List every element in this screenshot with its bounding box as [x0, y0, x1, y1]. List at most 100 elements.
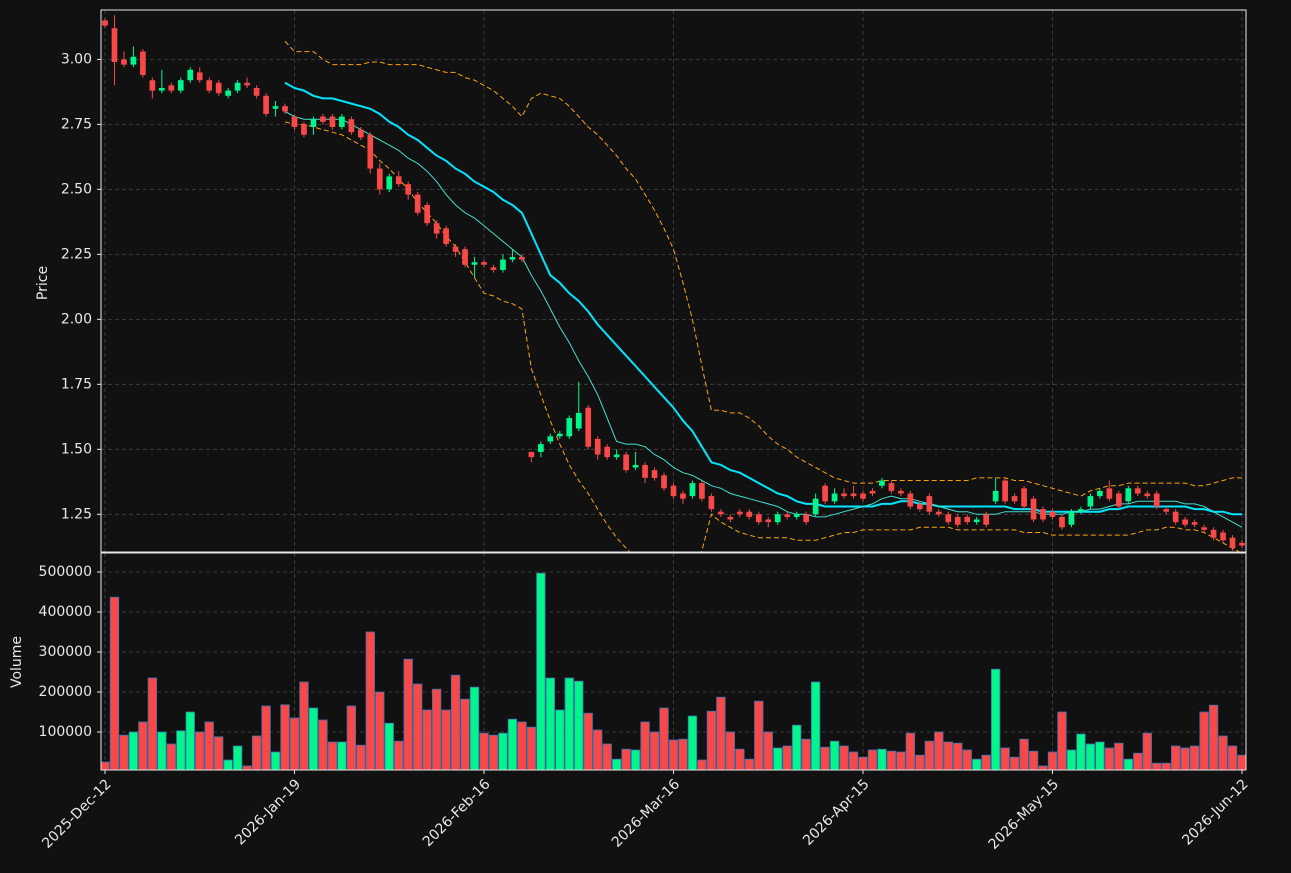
volume-bar: [754, 700, 764, 770]
volume-bar: [810, 681, 821, 770]
candle-body: [898, 490, 904, 494]
candle-body: [926, 496, 933, 512]
candle-body: [708, 496, 715, 510]
candle-body: [784, 514, 791, 517]
candle-body: [604, 446, 611, 458]
candle-body: [111, 28, 118, 62]
candle-body: [301, 124, 307, 135]
volume-bar: [422, 709, 432, 770]
candle-body: [1239, 542, 1245, 546]
candle-body: [509, 256, 516, 260]
volume-bar: [1227, 745, 1238, 770]
y-tick-label: 1.75: [61, 376, 92, 392]
volume-bar: [1218, 735, 1228, 770]
panel-frame: [100, 9, 1247, 553]
volume-bar: [1066, 749, 1077, 770]
volume-bar: [1142, 732, 1152, 770]
candle-body: [566, 418, 573, 437]
candle-body: [149, 80, 156, 91]
candle-body: [1002, 480, 1008, 502]
y-tick-label: 1.50: [61, 441, 92, 457]
volume-bar: [204, 721, 214, 770]
volume-bar: [640, 721, 650, 770]
y-tick-label: 200000: [39, 684, 92, 700]
volume-bar: [1057, 711, 1067, 770]
volume-bar: [602, 743, 612, 770]
volume-bar: [915, 754, 925, 770]
volume-bar: [261, 705, 271, 770]
candle-body: [452, 246, 459, 252]
candle-body: [699, 483, 705, 499]
volume-bar: [308, 707, 319, 770]
candle-body: [1182, 519, 1188, 525]
volume-bar: [593, 729, 603, 770]
volume-bar: [1123, 758, 1133, 770]
volume-bar: [630, 749, 641, 770]
volume-bar: [441, 709, 451, 770]
volume-bar: [138, 721, 148, 770]
y-tick-label: 2.25: [61, 246, 92, 262]
volume-bar: [990, 668, 1001, 770]
volume-bar: [147, 677, 158, 770]
candle-body: [632, 464, 639, 468]
volume-bar: [621, 748, 631, 770]
candle-body: [917, 503, 923, 510]
volume-bar: [185, 711, 195, 770]
candle-body: [869, 490, 876, 494]
candle-body: [689, 483, 696, 497]
candle-body: [983, 514, 990, 525]
volume-bar: [905, 732, 916, 770]
candle-body: [414, 194, 421, 213]
volume-bar: [450, 674, 461, 770]
candle-body: [443, 228, 449, 244]
candle-body: [1115, 493, 1122, 507]
candle-body: [556, 433, 563, 437]
volume-bar: [498, 732, 508, 770]
volume-bar: [1095, 741, 1105, 770]
candle-body: [140, 51, 146, 75]
candle-body: [1021, 488, 1027, 507]
candle-body: [168, 85, 175, 91]
candle-body: [1229, 537, 1236, 549]
candle-body: [765, 519, 772, 523]
volume-bar: [801, 738, 811, 770]
volume-bar: [1199, 711, 1209, 770]
volume-bar: [176, 730, 186, 770]
volume-bar: [394, 740, 404, 770]
volume-bar: [431, 688, 442, 770]
volume-bar: [649, 731, 660, 770]
volume-bar: [725, 731, 736, 770]
candle-body: [879, 480, 885, 486]
candle-body: [225, 90, 232, 96]
candle-body: [528, 451, 535, 458]
volume-bar: [1114, 742, 1124, 770]
volume-bar: [896, 751, 906, 770]
candle-body: [860, 493, 866, 499]
volume-bar: [773, 747, 783, 770]
volume-bar: [981, 754, 991, 770]
volume-bar: [119, 734, 129, 770]
volume-bar: [1047, 751, 1058, 770]
volume-bar: [365, 631, 375, 770]
candle-body: [215, 82, 222, 94]
y-tick-label: 2.75: [61, 116, 92, 132]
overlay-line: [284, 40, 1242, 497]
candle-body: [822, 485, 828, 502]
volume-bar: [886, 750, 897, 770]
volume-bar: [299, 681, 309, 770]
candle-body: [651, 470, 658, 478]
candle-body: [841, 493, 847, 497]
candle-body: [206, 80, 213, 91]
candle-body: [263, 95, 269, 114]
volume-bar: [555, 709, 565, 770]
y-tick-label: 100000: [39, 724, 92, 740]
candle-body: [1106, 488, 1113, 499]
candle-body: [594, 438, 601, 455]
candle-body: [935, 511, 942, 515]
volume-bar: [877, 748, 887, 770]
candle-body: [727, 516, 734, 520]
candle-body: [803, 514, 809, 523]
volume-bar: [1085, 743, 1096, 770]
y-tick-label: 3.00: [61, 51, 92, 67]
